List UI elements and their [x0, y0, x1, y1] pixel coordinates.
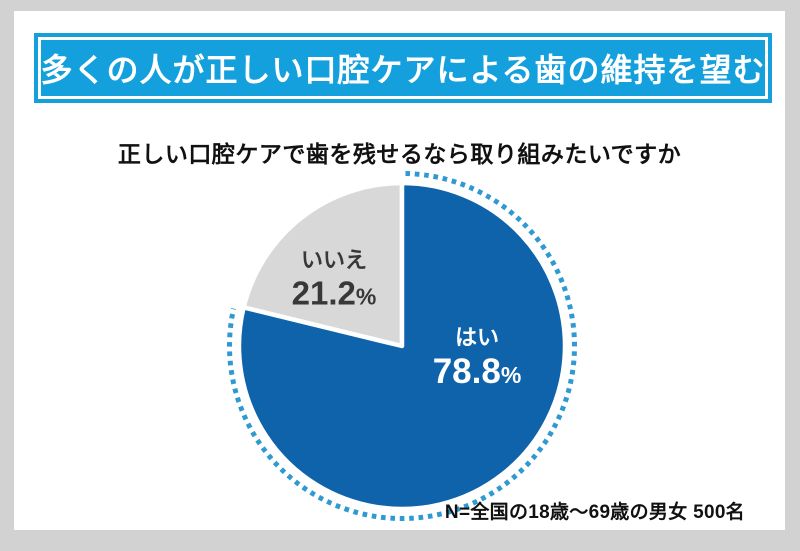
pie-label-yes-value: 78.8% [433, 353, 522, 393]
pie-label-no: いいえ 21.2% [292, 247, 377, 312]
page-title: 多くの人が正しい口腔ケアによる歯の維持を望む [40, 52, 766, 88]
pie-label-yes-percent-sign: % [500, 362, 522, 389]
pie-chart: いいえ 21.2% はい 78.8% [202, 146, 602, 546]
pie-label-no-value: 21.2% [292, 275, 377, 313]
pie-label-yes-category: はい [454, 325, 500, 351]
pie-highlight-dotted-arc [227, 171, 577, 521]
title-banner: 多くの人が正しい口腔ケアによる歯の維持を望む [34, 33, 772, 103]
sample-size-note: N=全国の18歳〜69歳の男女 500名 [444, 502, 745, 523]
pie-label-no-category: いいえ [300, 247, 367, 273]
pie-label-yes: はい 78.8% [433, 325, 522, 393]
chart-question: 正しい口腔ケアで歯を残せるなら取り組みたいですか [117, 141, 682, 167]
pie-label-yes-number: 78.8 [432, 352, 501, 392]
pie-label-no-percent-sign: % [355, 283, 377, 310]
infographic-card: 多くの人が正しい口腔ケアによる歯の維持を望む 正しい口腔ケアで歯を残せるなら取り… [14, 11, 785, 530]
pie-slice-yes [236, 180, 568, 512]
pie-slice-no [241, 180, 405, 349]
pie-chart-svg [227, 171, 577, 521]
pie-label-no-number: 21.2 [291, 274, 356, 312]
title-banner-inner-border: 多くの人が正しい口腔ケアによる歯の維持を望む [38, 37, 768, 99]
